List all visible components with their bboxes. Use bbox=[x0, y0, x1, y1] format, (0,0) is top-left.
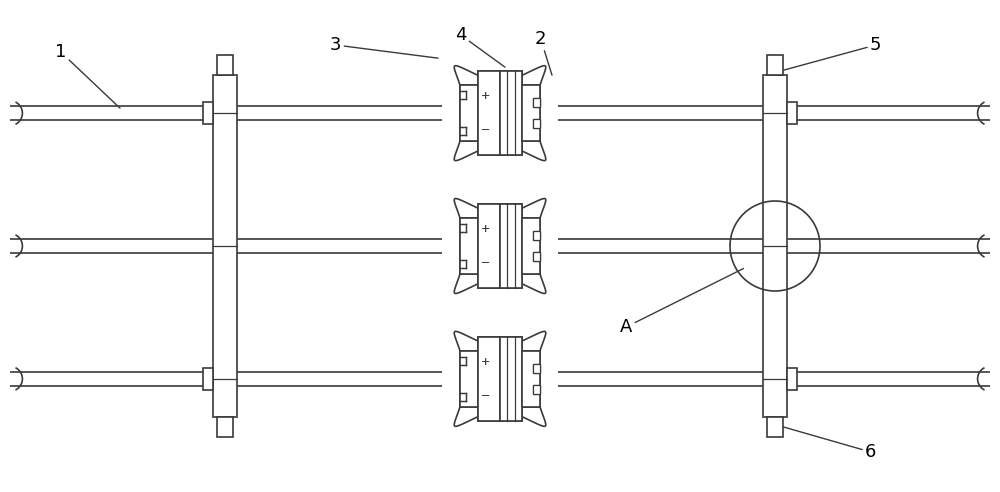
Bar bbox=[478, 337, 500, 421]
Text: +: + bbox=[481, 92, 490, 101]
Text: 4: 4 bbox=[455, 26, 505, 67]
Bar bbox=[500, 71, 522, 155]
Bar bbox=[522, 351, 540, 407]
Bar bbox=[217, 55, 233, 75]
Polygon shape bbox=[522, 332, 546, 426]
Bar bbox=[787, 102, 797, 124]
Bar bbox=[522, 218, 540, 274]
Bar bbox=[460, 218, 478, 274]
Polygon shape bbox=[454, 199, 478, 293]
Polygon shape bbox=[454, 66, 478, 160]
Polygon shape bbox=[522, 199, 546, 293]
Polygon shape bbox=[522, 66, 546, 160]
Bar bbox=[478, 71, 500, 155]
Bar bbox=[460, 85, 478, 141]
Bar bbox=[522, 85, 540, 141]
Bar bbox=[203, 102, 213, 124]
Bar bbox=[533, 252, 540, 261]
Bar bbox=[533, 385, 540, 394]
Bar bbox=[460, 351, 478, 407]
Bar bbox=[533, 119, 540, 128]
Text: +: + bbox=[481, 357, 490, 367]
Bar bbox=[500, 204, 522, 288]
Bar bbox=[533, 119, 540, 128]
Bar bbox=[460, 218, 478, 274]
Bar bbox=[533, 98, 540, 107]
Bar bbox=[767, 55, 783, 75]
Text: 2: 2 bbox=[535, 30, 552, 75]
Bar bbox=[500, 337, 522, 421]
Bar bbox=[533, 385, 540, 394]
Text: +: + bbox=[481, 357, 490, 367]
Text: −: − bbox=[481, 258, 490, 268]
Bar bbox=[217, 417, 233, 437]
Text: 6: 6 bbox=[783, 427, 876, 461]
Bar bbox=[478, 204, 500, 288]
Bar bbox=[533, 231, 540, 240]
Bar bbox=[533, 252, 540, 261]
Text: −: − bbox=[481, 125, 490, 135]
Bar bbox=[478, 71, 500, 155]
Bar bbox=[763, 75, 787, 417]
Text: +: + bbox=[481, 92, 490, 101]
Bar bbox=[522, 218, 540, 274]
Text: +: + bbox=[481, 224, 490, 234]
Bar bbox=[203, 368, 213, 390]
Bar bbox=[478, 204, 500, 288]
Text: 3: 3 bbox=[330, 36, 438, 58]
Bar bbox=[522, 85, 540, 141]
Bar bbox=[767, 417, 783, 437]
Text: −: − bbox=[481, 391, 490, 400]
Text: −: − bbox=[481, 391, 490, 400]
Polygon shape bbox=[454, 332, 478, 426]
Text: +: + bbox=[481, 224, 490, 234]
Bar bbox=[460, 351, 478, 407]
Bar bbox=[522, 351, 540, 407]
Bar bbox=[460, 85, 478, 141]
Text: −: − bbox=[481, 258, 490, 268]
Text: 1: 1 bbox=[55, 43, 120, 108]
Bar bbox=[478, 337, 500, 421]
Text: A: A bbox=[620, 269, 744, 336]
Bar bbox=[500, 337, 522, 421]
Text: 5: 5 bbox=[780, 36, 882, 71]
Bar bbox=[533, 364, 540, 373]
Bar bbox=[500, 204, 522, 288]
Bar bbox=[533, 98, 540, 107]
Bar bbox=[500, 71, 522, 155]
Bar bbox=[213, 75, 237, 417]
Text: −: − bbox=[481, 125, 490, 135]
Bar bbox=[533, 364, 540, 373]
Bar bbox=[787, 368, 797, 390]
Bar bbox=[533, 231, 540, 240]
